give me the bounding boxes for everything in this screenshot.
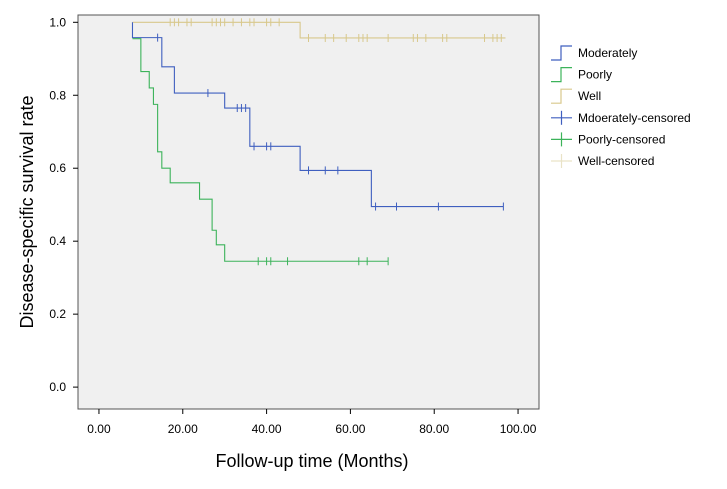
series-line-poorly <box>132 38 389 262</box>
legend-label: Poorly-censored <box>578 132 665 146</box>
series-line-moderately <box>131 22 504 208</box>
legend-item: Mdoerately-censored <box>551 110 691 125</box>
y-tick-label: 0.4 <box>49 234 66 248</box>
plot-area <box>77 14 540 410</box>
legend-item: Poorly-censored <box>551 132 665 147</box>
x-tick-label: 40.00 <box>252 422 282 436</box>
y-tick-label: 1.0 <box>49 15 66 29</box>
axes: 0.00 20.00 40.00 60.00 80.00 100.00 0.0 0.2 0.4 0… <box>49 15 536 436</box>
y-tick-label: 0.8 <box>49 88 66 102</box>
legend-label: Moderately <box>578 46 637 60</box>
legend-item: Poorly <box>551 67 612 83</box>
legend-item: Moderately <box>551 45 637 61</box>
y-tick-label: 0.2 <box>49 307 66 321</box>
legend-label: Well <box>578 89 601 103</box>
x-tick-label: 100.00 <box>500 422 537 436</box>
legend-label: Mdoerately-censored <box>578 111 691 125</box>
legend-step-symbol <box>551 67 572 83</box>
legend-label: Poorly <box>578 68 612 82</box>
legend-item: Well <box>551 88 601 104</box>
x-tick-label: 60.00 <box>335 422 365 436</box>
y-tick-label: 0.0 <box>49 380 66 394</box>
series-layer <box>131 18 506 266</box>
x-tick-label: 20.00 <box>168 422 198 436</box>
y-tick-label: 0.6 <box>49 161 66 175</box>
x-tick-label: 0.00 <box>87 422 111 436</box>
x-tick-label: 80.00 <box>419 422 449 436</box>
x-axis-title: Follow-up time (Months) <box>215 451 408 471</box>
legend-item: Well-censored <box>551 154 654 168</box>
legend-step-symbol <box>551 88 572 104</box>
legend-step-symbol <box>551 45 572 61</box>
legend-label: Well-censored <box>578 154 654 168</box>
legend: Moderately Poorly Well Mdoerately-censored P… <box>551 45 691 168</box>
y-axis-title: Disease-specific survival rate <box>17 95 37 328</box>
